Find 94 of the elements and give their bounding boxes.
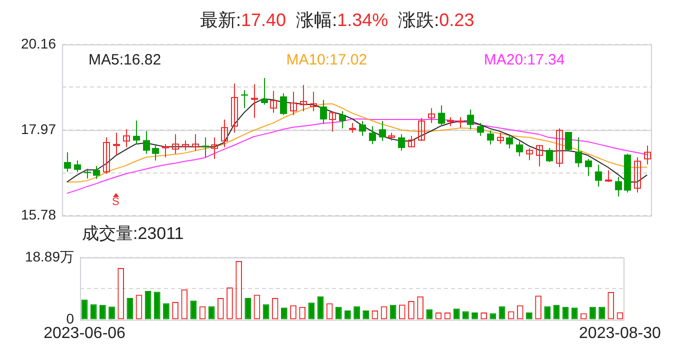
bar [190, 300, 197, 320]
candlestick [123, 128, 130, 148]
candlestick [93, 165, 100, 180]
candlestick [103, 136, 110, 174]
candlestick [585, 158, 592, 177]
bar [108, 306, 115, 320]
x-tick-label: 2023-06-06 [44, 324, 126, 342]
candlestick [261, 78, 268, 106]
bar [335, 306, 342, 320]
x-tick-label: 2023-08-30 [579, 324, 661, 342]
bar [208, 306, 215, 320]
annotation: S [112, 196, 120, 208]
candlestick [172, 134, 179, 154]
bar [154, 292, 160, 320]
bar [590, 306, 596, 320]
candlestick [280, 92, 287, 116]
candlestick [418, 117, 425, 142]
candlestick [329, 110, 336, 132]
candlestick [300, 84, 307, 112]
candlestick [536, 145, 543, 167]
candlestick [162, 144, 169, 158]
candlestick [457, 116, 464, 128]
candlestick [467, 109, 474, 130]
candlestick [133, 120, 140, 145]
bar [81, 300, 88, 320]
candlestick [615, 176, 622, 197]
text: MA20:17.34 [484, 52, 565, 69]
y-tick-label: 20.16 [20, 35, 56, 52]
bar [163, 303, 170, 320]
candlestick [143, 130, 150, 154]
bar [598, 306, 605, 320]
candlestick [526, 148, 533, 161]
bar [453, 308, 460, 320]
bar [571, 308, 578, 320]
candlestick [634, 156, 641, 194]
bar [562, 306, 569, 320]
candlestick [595, 164, 602, 188]
candlestick [152, 145, 159, 161]
candlestick [575, 136, 582, 168]
bar [498, 306, 506, 320]
candlestick [556, 128, 563, 168]
candlestick [320, 99, 327, 124]
candlestick [339, 110, 346, 129]
candlestick [506, 134, 513, 149]
candlestick [221, 118, 228, 148]
candlestick [428, 108, 435, 124]
candlestick [113, 132, 120, 156]
bar [317, 296, 324, 320]
candlestick [605, 170, 612, 182]
candlestick [379, 120, 386, 142]
candlestick [202, 136, 209, 158]
chart-title: 成交量:23011 [82, 224, 184, 243]
candlestick [211, 136, 218, 160]
candlestick [438, 104, 445, 127]
bar [354, 306, 360, 320]
candlestick [487, 130, 494, 145]
candlestick [477, 122, 484, 136]
bar [544, 306, 551, 320]
candlestick [546, 147, 553, 163]
text: MA10:17.02 [286, 52, 368, 69]
candlestick [74, 160, 81, 172]
y-tick-label: 15.78 [20, 206, 56, 222]
candlestick [64, 152, 71, 172]
bar [281, 308, 288, 320]
candlestick [270, 90, 277, 114]
candlestick [497, 132, 504, 144]
candlestick [644, 145, 651, 165]
candlestick [182, 140, 189, 151]
candlestick [369, 126, 376, 145]
candlestick [192, 134, 199, 152]
candlestick [349, 122, 356, 134]
y-tick-label: 0 [66, 310, 74, 327]
bar [553, 304, 560, 320]
candlestick [310, 91, 317, 112]
bar [244, 298, 252, 320]
y-tick-label: 18.89万 [24, 248, 74, 264]
candlestick [290, 91, 297, 116]
candlestick [516, 140, 523, 157]
candlestick [408, 135, 415, 148]
bar [262, 304, 270, 320]
candlestick [359, 120, 366, 136]
bar [100, 304, 106, 320]
candlestick [231, 82, 238, 134]
text: MA5:16.82 [88, 52, 162, 69]
candlestick [251, 84, 258, 118]
candlestick [565, 131, 572, 152]
bar [308, 302, 315, 320]
chart-title: 最新:17.40 涨幅:1.34% 涨跌:0.23 [200, 10, 474, 30]
bar [390, 304, 396, 320]
bar [126, 298, 134, 320]
bar [144, 291, 152, 320]
y-tick-label: 17.97 [20, 120, 56, 137]
bar [90, 304, 97, 320]
candlestick [398, 134, 405, 152]
